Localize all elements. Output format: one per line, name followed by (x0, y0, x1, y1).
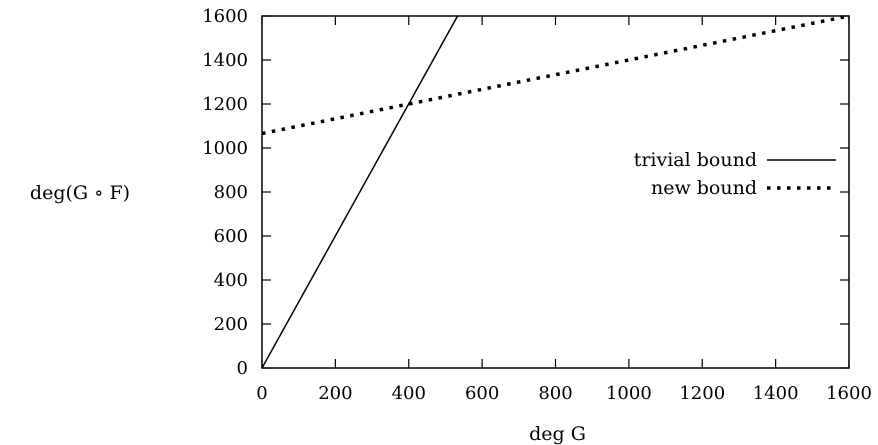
x-tick-label: 600 (465, 383, 499, 404)
x-tick-label: 800 (538, 383, 572, 404)
x-tick-label: 200 (318, 383, 352, 404)
y-tick-label: 1200 (202, 94, 248, 115)
y-tick-label: 800 (214, 182, 248, 203)
series-line-trivial-bound (262, 16, 459, 368)
y-axis-label: deg(G ∘ F) (30, 182, 130, 204)
tick-labels: 0 200 400 600 800 1000 1200 1400 1600 0 200 400 600 8… (202, 6, 872, 404)
legend-label: new bound (651, 177, 757, 199)
x-tick-label: 1400 (753, 383, 799, 404)
y-tick-label: 400 (214, 270, 248, 291)
y-tick-label: 1600 (202, 6, 248, 27)
plot-area-frame (261, 15, 850, 369)
series-group (262, 16, 849, 368)
y-tick-label: 1400 (202, 50, 248, 71)
x-tick-label: 400 (392, 383, 426, 404)
y-tick-label: 1000 (202, 138, 248, 159)
y-tick-label: 600 (214, 226, 248, 247)
legend: trivial bound new bound (634, 149, 836, 199)
x-axis-label: deg G (529, 423, 586, 445)
y-tick-label: 0 (237, 358, 248, 379)
x-tick-label: 1000 (606, 383, 652, 404)
x-tick-label: 1600 (826, 383, 872, 404)
x-tick-label: 0 (256, 383, 267, 404)
x-tick-label: 1200 (679, 383, 725, 404)
legend-label: trivial bound (634, 149, 757, 171)
axis-ticks (261, 15, 850, 369)
series-line-new-bound (262, 16, 849, 136)
y-tick-label: 200 (214, 314, 248, 335)
